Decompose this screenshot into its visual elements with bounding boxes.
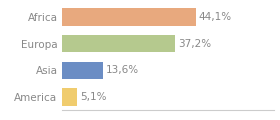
Text: 13,6%: 13,6% (106, 65, 139, 75)
Bar (62, 8, 196, 26)
Text: 5,1%: 5,1% (80, 92, 107, 102)
Text: 44,1%: 44,1% (199, 12, 232, 22)
Bar (62, 35, 175, 52)
Bar (62, 88, 77, 106)
Text: 37,2%: 37,2% (178, 39, 211, 49)
Bar (62, 62, 103, 79)
